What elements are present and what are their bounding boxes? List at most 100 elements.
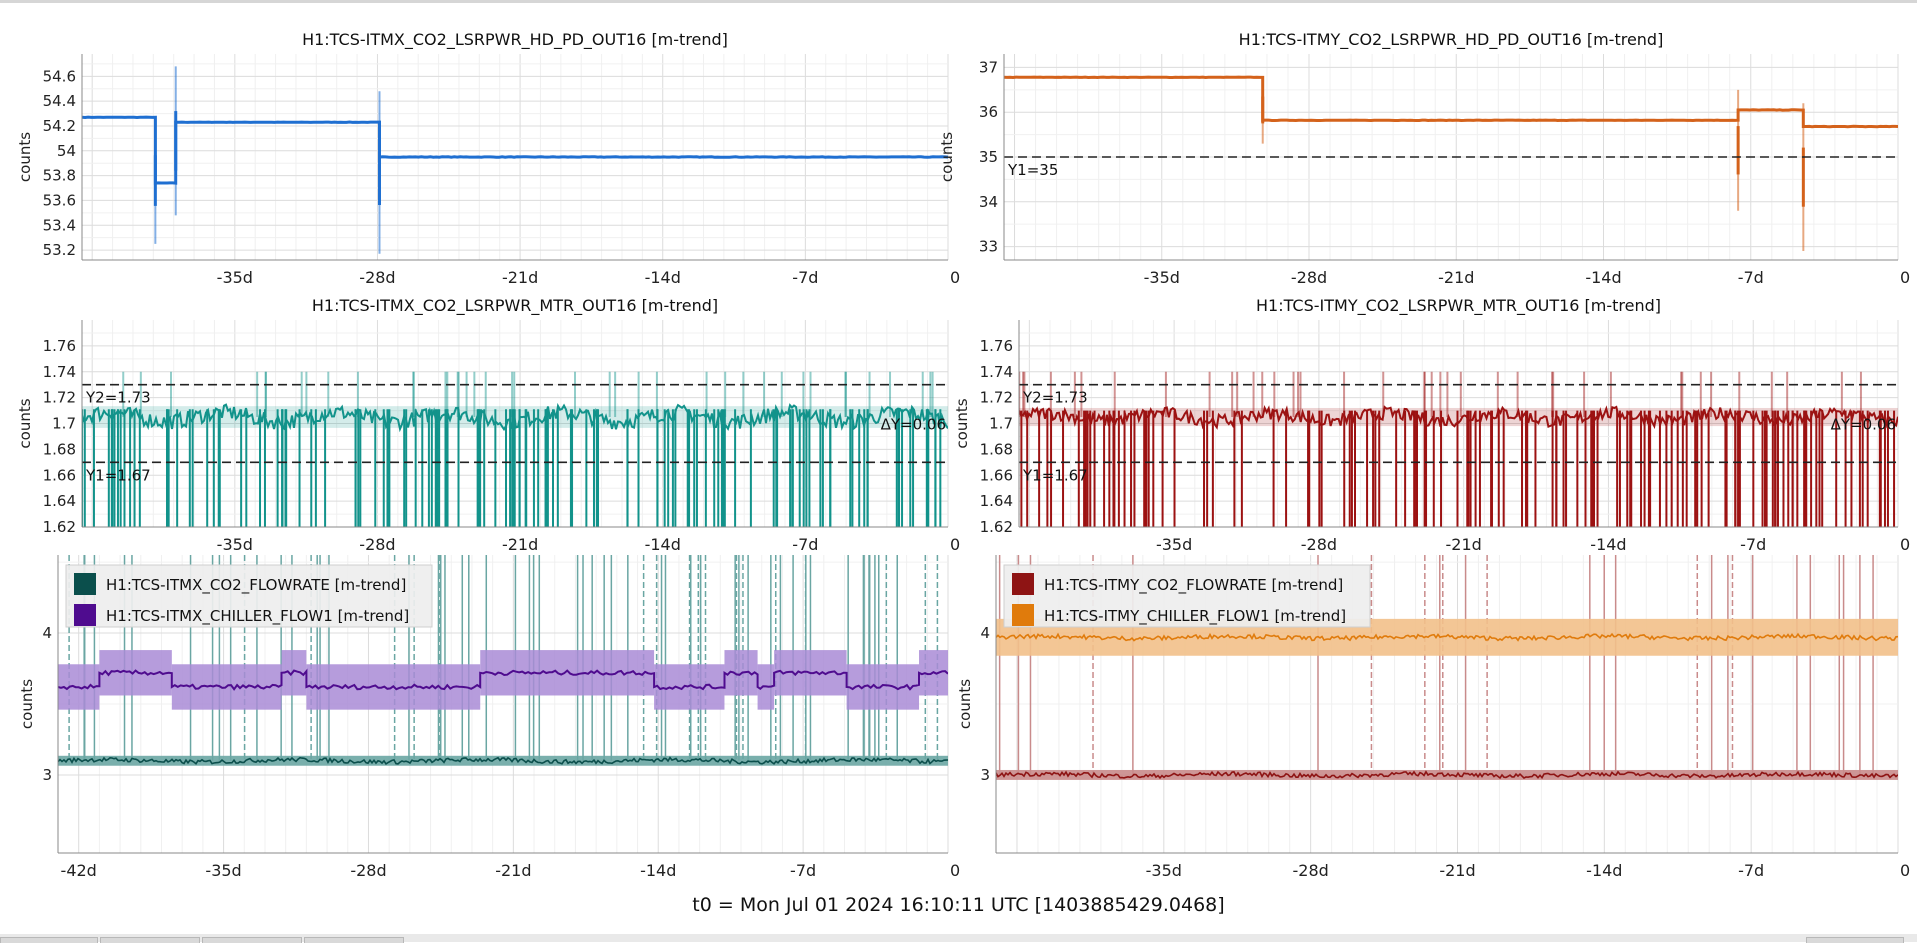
legend-box bbox=[1003, 564, 1371, 628]
legend: H1:TCS-ITMY_CO2_FLOWRATE [m-trend] H1:TCS… bbox=[1003, 564, 1371, 628]
y-tick-label: 1.72 bbox=[980, 389, 1013, 407]
chart-panel-itmx_hd_pd: 53.2 53.4 53.6 53.8 54 54.2 54.4 54.6 -35d -28d -2… bbox=[16, 30, 960, 287]
data-area bbox=[82, 66, 948, 254]
bottom-tab[interactable] bbox=[100, 937, 200, 943]
legend-entry: H1:TCS-ITMX_CO2_FLOWRATE [m-trend] bbox=[106, 576, 406, 595]
y-tick-label: 36 bbox=[979, 103, 998, 121]
series-line bbox=[1019, 404, 1898, 430]
y-tick-label: 4 bbox=[980, 624, 990, 642]
t0-label: t0 = Mon Jul 01 2024 16:10:11 UTC [14038… bbox=[692, 894, 1225, 916]
series-line bbox=[58, 756, 948, 766]
series-line-1 bbox=[58, 650, 948, 710]
x-tick-label: 0 bbox=[950, 861, 960, 880]
series-trace-0 bbox=[82, 66, 948, 254]
y-axis-label: counts bbox=[953, 398, 971, 448]
data-area bbox=[1004, 75, 1898, 252]
legend-swatch bbox=[1012, 573, 1034, 595]
chart-title: H1:TCS-ITMX_CO2_LSRPWR_MTR_OUT16 [m-tren… bbox=[312, 296, 718, 316]
delta-y-label: ΔY=0.06 bbox=[1831, 416, 1896, 434]
bottom-tab[interactable] bbox=[304, 937, 404, 943]
y-tick-label: 53.2 bbox=[43, 241, 76, 259]
bottom-tab-strip bbox=[0, 934, 1917, 942]
series-line bbox=[996, 632, 1898, 642]
legend-entry: H1:TCS-ITMY_CO2_FLOWRATE [m-trend] bbox=[1044, 576, 1343, 595]
y-axis-label: counts bbox=[938, 132, 956, 182]
x-tick-label: -28d bbox=[1301, 535, 1337, 554]
y-tick-label: 54.6 bbox=[43, 67, 76, 85]
x-tick-label: -7d bbox=[1740, 535, 1766, 554]
x-tick-label: -14d bbox=[1585, 268, 1621, 287]
series-trace-0 bbox=[82, 371, 948, 527]
y-tick-label: 1.66 bbox=[980, 466, 1013, 484]
y-tick-label: 1.7 bbox=[52, 415, 76, 433]
legend-entry: H1:TCS-ITMY_CHILLER_FLOW1 [m-trend] bbox=[1044, 607, 1346, 626]
x-tick-label: -14d bbox=[1590, 535, 1626, 554]
y-tick-label: 33 bbox=[979, 238, 998, 256]
y-tick-label: 1.64 bbox=[43, 492, 76, 510]
reference-line-label: Y1=1.67 bbox=[85, 466, 151, 484]
legend-box bbox=[65, 564, 433, 628]
y-tick-label: 3 bbox=[980, 766, 990, 784]
series-trace-0 bbox=[1019, 371, 1898, 527]
bottom-tab[interactable] bbox=[202, 937, 302, 943]
x-tick-label: -21d bbox=[502, 535, 538, 554]
series-line-0 bbox=[996, 555, 1898, 780]
delta-y-label: ΔY=0.06 bbox=[881, 416, 946, 434]
data-area bbox=[82, 371, 948, 527]
x-tick-label: 0 bbox=[1900, 535, 1910, 554]
chart-panel-itmx_flow: 3 4 -42d -35d -28d -21d -14d -7d 0 counts H1:TCS-I… bbox=[18, 555, 960, 880]
data-area bbox=[58, 555, 948, 766]
chart-panel-itmy_hd_pd: Y1=35 33 34 35 36 37 -35d -28d -21d -14d -7d 0 count… bbox=[938, 30, 1910, 287]
x-tick-label: -14d bbox=[645, 535, 681, 554]
legend-swatch bbox=[74, 604, 96, 626]
reference-line-label: Y1=1.67 bbox=[1022, 466, 1088, 484]
y-tick-label: 1.7 bbox=[989, 415, 1013, 433]
series-line bbox=[82, 115, 948, 185]
x-tick-label: -21d bbox=[502, 268, 538, 287]
x-tick-label: -21d bbox=[1438, 268, 1474, 287]
x-tick-label: -14d bbox=[1586, 861, 1622, 880]
y-tick-label: 34 bbox=[979, 193, 998, 211]
x-tick-label: -35d bbox=[217, 535, 253, 554]
bottom-tab[interactable] bbox=[0, 937, 98, 943]
y-tick-label: 53.8 bbox=[43, 167, 76, 185]
chart-panel-itmx_mtr: Y2=1.73 Y1=1.67 ΔY=0.06 1.62 1.64 1.66 1.68 1.7… bbox=[16, 296, 960, 554]
x-tick-label: -28d bbox=[1291, 268, 1327, 287]
y-tick-label: 1.62 bbox=[43, 518, 76, 536]
y-tick-label: 1.72 bbox=[43, 389, 76, 407]
y-axis-label: counts bbox=[16, 132, 34, 182]
grid bbox=[1004, 54, 1899, 260]
x-tick-label: 0 bbox=[1900, 861, 1910, 880]
x-tick-label: -35d bbox=[1146, 861, 1182, 880]
x-tick-label: 0 bbox=[1900, 268, 1910, 287]
x-tick-label: -28d bbox=[350, 861, 386, 880]
x-tick-label: -35d bbox=[1144, 268, 1180, 287]
reference-line-label: Y2=1.73 bbox=[85, 389, 151, 407]
y-tick-label: 54 bbox=[57, 142, 76, 160]
bottom-tab[interactable] bbox=[1806, 937, 1904, 943]
x-tick-label: -28d bbox=[359, 535, 395, 554]
legend-entry: H1:TCS-ITMX_CHILLER_FLOW1 [m-trend] bbox=[106, 607, 409, 626]
x-tick-label: -7d bbox=[1738, 268, 1764, 287]
x-tick-label: 0 bbox=[950, 268, 960, 287]
series-band bbox=[58, 755, 948, 766]
x-tick-label: -28d bbox=[1293, 861, 1329, 880]
y-tick-label: 1.64 bbox=[980, 492, 1013, 510]
y-tick-label: 1.74 bbox=[980, 363, 1013, 381]
y-tick-label: 1.66 bbox=[43, 466, 76, 484]
y-tick-label: 1.62 bbox=[980, 518, 1013, 536]
chart-panel-itmy_flow: 3 4 -35d -28d -21d -14d -7d 0 counts H1:TCS-ITMY_… bbox=[956, 555, 1910, 880]
y-tick-label: 53.4 bbox=[43, 216, 76, 234]
y-axis-label: counts bbox=[16, 398, 34, 448]
series-line bbox=[1004, 75, 1898, 129]
chart-panel-itmy_mtr: Y2=1.73 Y1=1.67 ΔY=0.06 1.62 1.64 1.66 1.68 1.7… bbox=[953, 296, 1910, 554]
y-axis-label: counts bbox=[956, 679, 974, 729]
x-tick-label: -7d bbox=[790, 861, 816, 880]
chart-title: H1:TCS-ITMY_CO2_LSRPWR_MTR_OUT16 [m-tren… bbox=[1256, 296, 1661, 316]
y-tick-label: 1.74 bbox=[43, 363, 76, 381]
series-line bbox=[58, 668, 948, 691]
y-tick-label: 54.2 bbox=[43, 117, 76, 135]
x-tick-label: -42d bbox=[61, 861, 97, 880]
reference-line-label: Y2=1.73 bbox=[1022, 389, 1088, 407]
